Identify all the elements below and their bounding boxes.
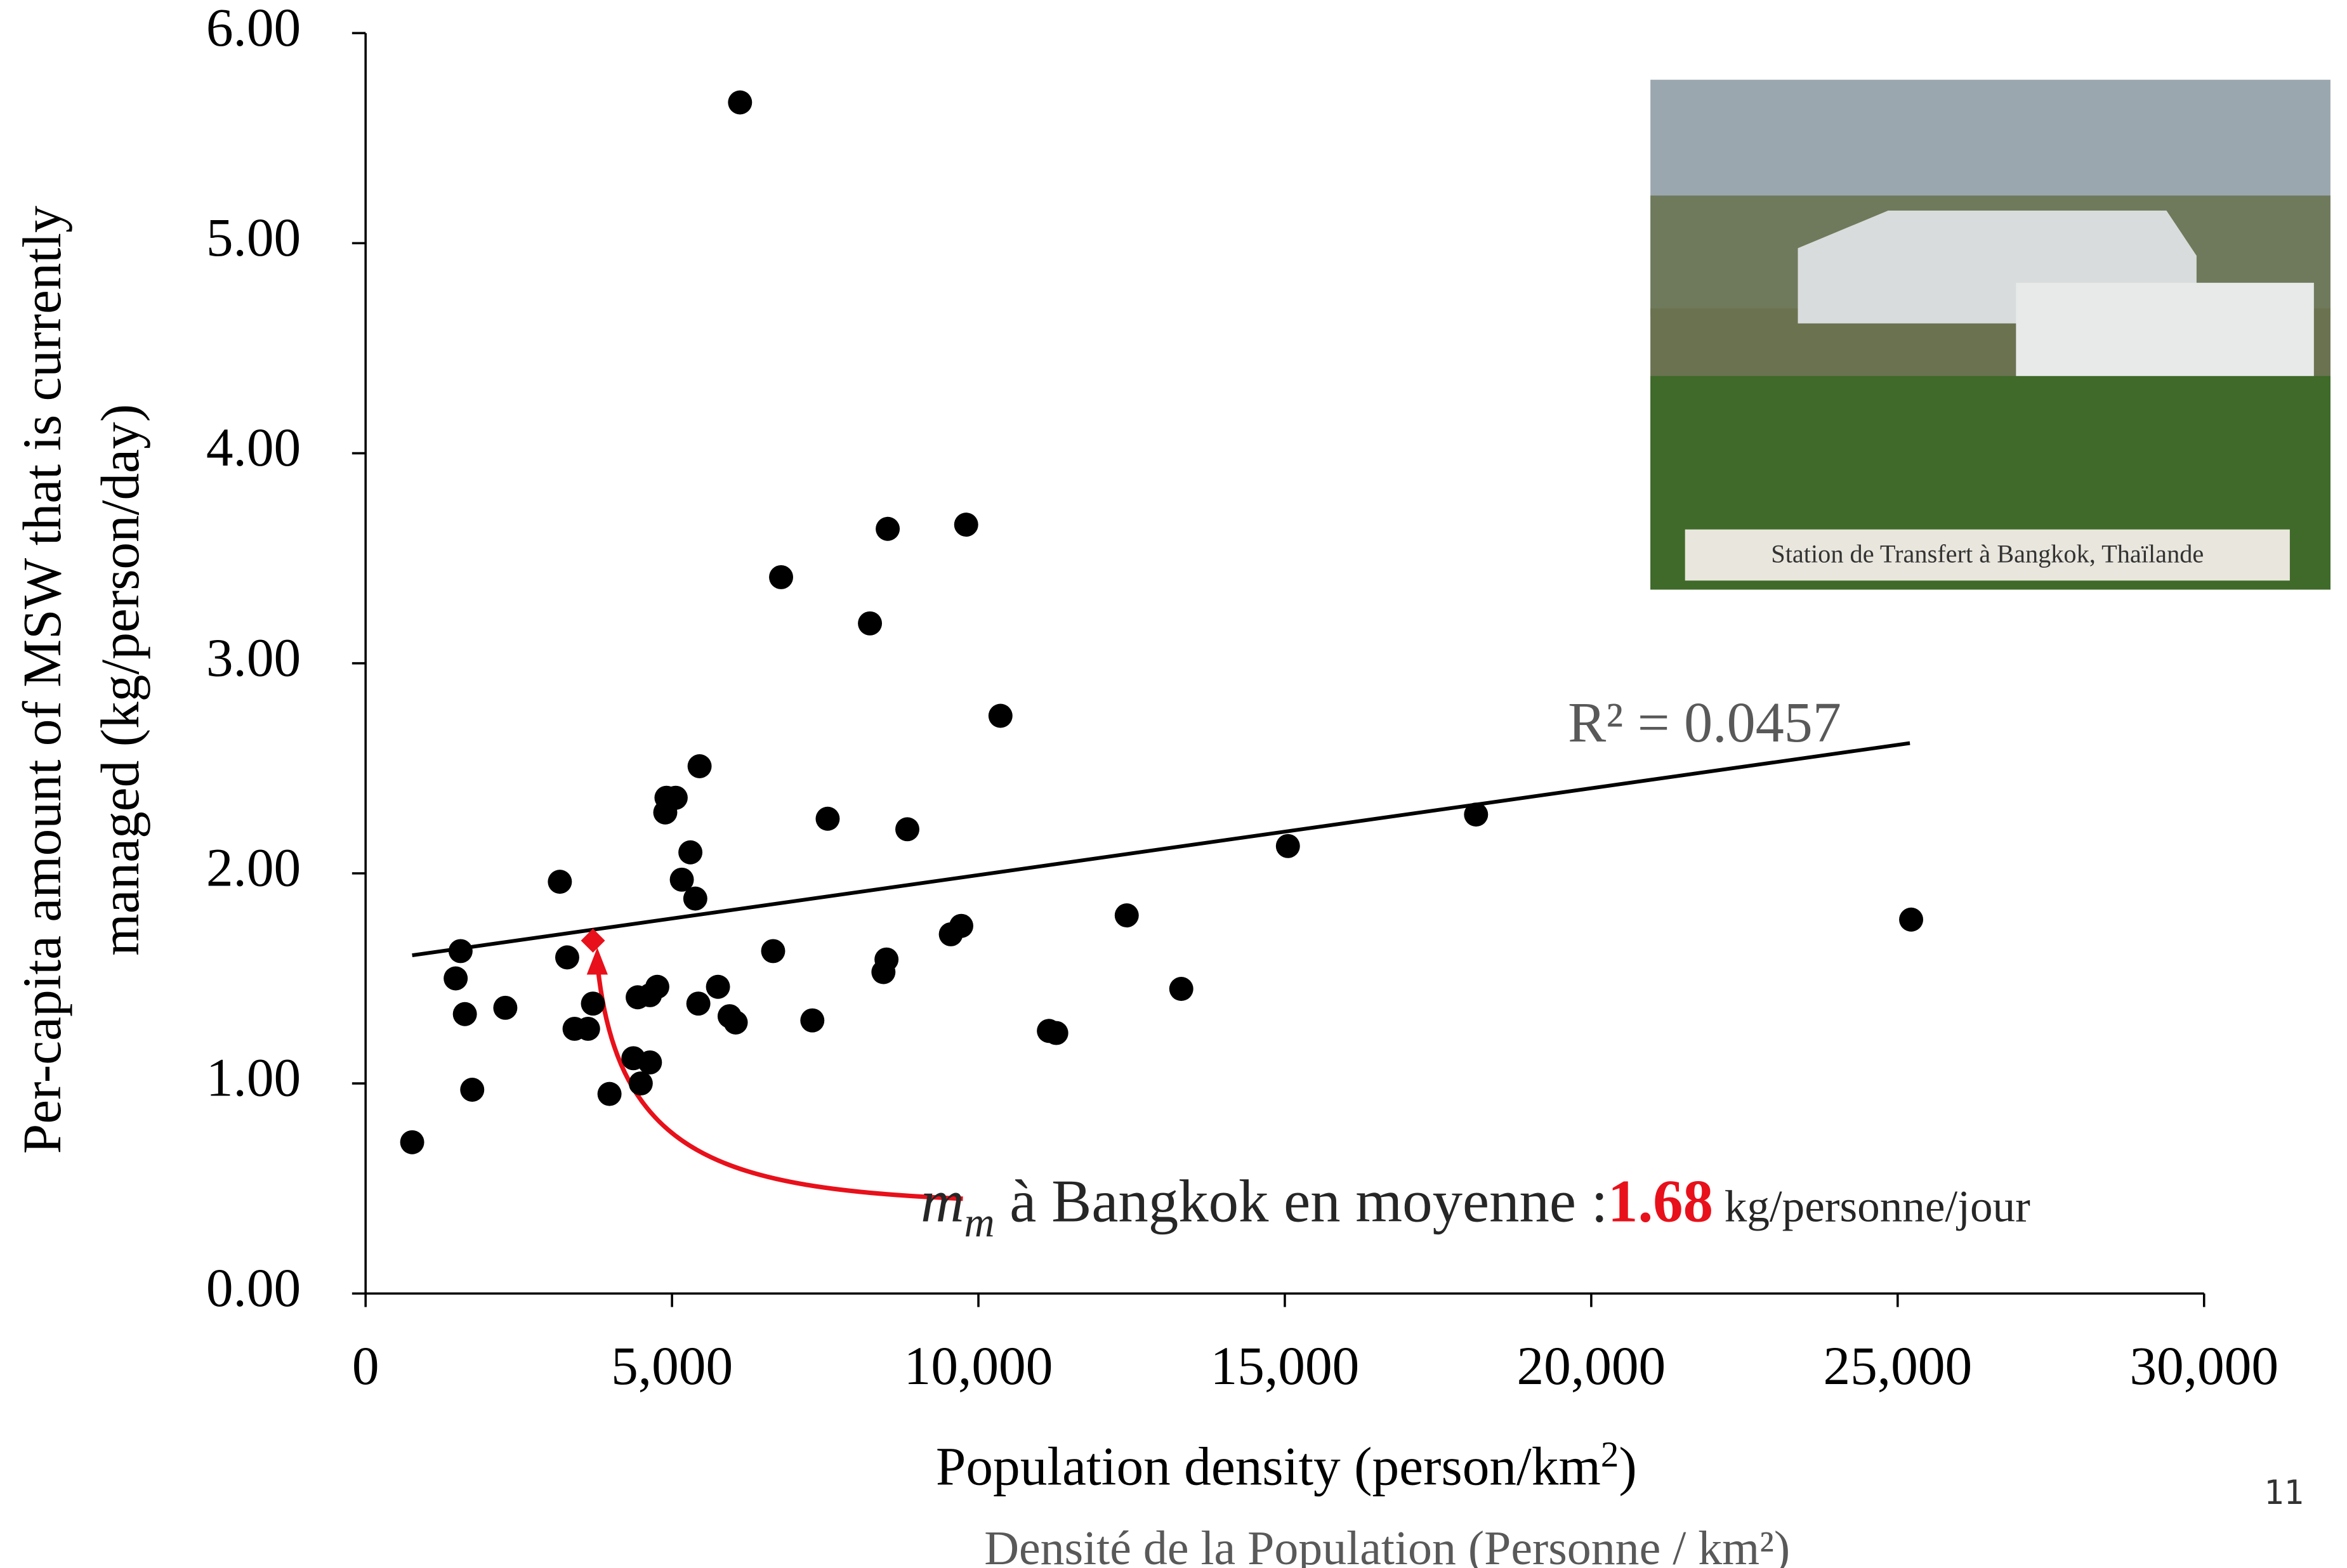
x-tick-label: 30,000	[2129, 1336, 2278, 1396]
annotation-symbol: m	[921, 1167, 964, 1234]
y-tick-label: 1.00	[206, 1049, 301, 1108]
point	[954, 513, 978, 537]
x-axis-label-text: Population density (person/km	[936, 1437, 1601, 1496]
point	[761, 939, 786, 963]
point	[728, 91, 752, 115]
x-axis-label-sup: 2	[1601, 1435, 1619, 1475]
page: {"chart_data": {"type": "scatter", "y_la…	[0, 0, 2347, 1568]
y-tick-label: 5.00	[206, 208, 301, 268]
point	[493, 996, 517, 1020]
photo-caption: Station de Transfert à Bangkok, Thaïland…	[1771, 540, 2204, 568]
point	[581, 991, 605, 1016]
point	[815, 807, 839, 831]
point	[874, 948, 898, 972]
y-tick-label: 6.00	[206, 0, 301, 58]
point	[858, 611, 882, 636]
point	[949, 914, 973, 938]
x-tick-label: 10,000	[904, 1336, 1053, 1396]
point	[400, 1130, 424, 1154]
point	[688, 754, 712, 778]
annotation: mm à Bangkok en moyenne :1.68 kg/personn…	[921, 1167, 2030, 1246]
x-axis-label-close: )	[1619, 1437, 1636, 1496]
point	[876, 517, 900, 541]
point	[1464, 802, 1488, 826]
x-tick-label: 0	[352, 1336, 379, 1396]
page-number: 11	[2264, 1474, 2304, 1512]
annotation-subscript: m	[964, 1199, 995, 1246]
x-axis-label-fr: Densité de la Population (Personne / km²…	[984, 1522, 1790, 1568]
chart: Station de Transfert à Bangkok, Thaïland…	[0, 0, 2347, 1568]
r-squared-label: R² = 0.0457	[1568, 691, 1841, 754]
trendline	[412, 743, 1910, 955]
point	[1115, 903, 1139, 927]
point	[1899, 908, 1923, 932]
point	[576, 1017, 600, 1041]
x-tick-label: 15,000	[1211, 1336, 1360, 1396]
point	[664, 786, 688, 810]
point	[444, 967, 468, 991]
point	[706, 975, 730, 999]
point	[683, 887, 707, 911]
point	[687, 991, 711, 1016]
point	[724, 1010, 748, 1035]
point	[598, 1082, 622, 1106]
point	[800, 1009, 824, 1033]
annotation-number: 1.68	[1608, 1167, 1713, 1234]
y-tick-label: 0.00	[206, 1258, 301, 1318]
y-tick-label: 4.00	[206, 418, 301, 478]
y-tick-label: 2.00	[206, 838, 301, 898]
photo-building	[2016, 283, 2313, 388]
point	[769, 565, 793, 589]
point	[555, 945, 579, 969]
annotation-unit: kg/personne/jour	[1713, 1182, 2030, 1231]
point	[460, 1078, 484, 1102]
point	[1169, 977, 1193, 1001]
y-axis-label: managed (kg/person/day)	[91, 404, 150, 956]
point	[449, 939, 473, 963]
point	[645, 975, 669, 999]
annotation-arrowhead	[587, 948, 608, 975]
y-tick-label: 3.00	[206, 628, 301, 688]
point	[638, 1050, 662, 1075]
point	[629, 1071, 653, 1095]
point	[1276, 834, 1300, 858]
point	[548, 870, 572, 894]
point	[1044, 1021, 1068, 1045]
photo: Station de Transfert à Bangkok, Thaïland…	[1650, 80, 2331, 590]
point	[989, 704, 1013, 728]
point	[895, 817, 919, 841]
x-tick-label: 25,000	[1823, 1336, 1972, 1396]
point	[678, 840, 702, 865]
y-axis-label: Per-capita amount of MSW that is current…	[13, 206, 72, 1154]
annotation-text: à Bangkok en moyenne :	[995, 1167, 1608, 1234]
x-tick-label: 5,000	[611, 1336, 733, 1396]
x-axis-label: Population density (person/km2)	[936, 1435, 1637, 1496]
x-tick-label: 20,000	[1517, 1336, 1666, 1396]
point	[453, 1002, 477, 1026]
